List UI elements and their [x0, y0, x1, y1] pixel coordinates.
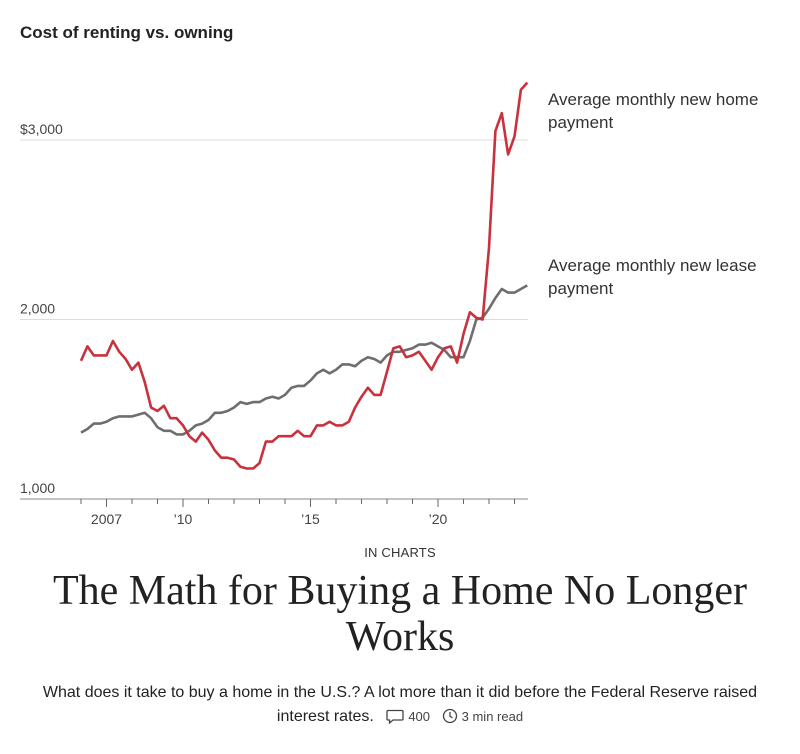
line-chart: $3,000 2,000 1,000 2007 ’10 ’15 ’20 Average mo… — [20, 81, 758, 527]
y-tick-label: $3,000 — [20, 121, 63, 137]
dek-text: What does it take to buy a home in the U… — [42, 684, 758, 725]
read-time: 3 min read — [442, 708, 524, 724]
series-label-lease-payment: Average monthly new lease payment — [548, 256, 757, 298]
x-tick-label: ’10 — [174, 511, 193, 527]
clock-icon — [442, 708, 457, 724]
comments-count: 400 — [408, 709, 431, 724]
x-tick-label: 2007 — [91, 511, 122, 527]
x-tick-label: ’20 — [429, 511, 448, 527]
y-tick-label: 2,000 — [20, 301, 55, 317]
series-line-lease-payment — [80, 284, 528, 436]
y-tick-label: 1,000 — [20, 480, 55, 496]
headline[interactable]: The Math for Buying a Home No Longer Wor… — [52, 568, 747, 660]
article-summary: What does it take to buy a home in the U… — [20, 681, 780, 729]
series-line-home-payment — [79, 81, 529, 470]
speech-bubble-icon — [386, 709, 404, 725]
x-tick-label: ’15 — [301, 511, 320, 527]
chart-title: Cost of renting vs. owning — [20, 23, 234, 42]
kicker[interactable]: IN CHARTS — [364, 545, 436, 560]
series-label-home-payment: Average monthly new home payment — [548, 90, 758, 132]
read-time-text: 3 min read — [461, 709, 524, 724]
comments-link[interactable]: 400 — [386, 709, 433, 725]
